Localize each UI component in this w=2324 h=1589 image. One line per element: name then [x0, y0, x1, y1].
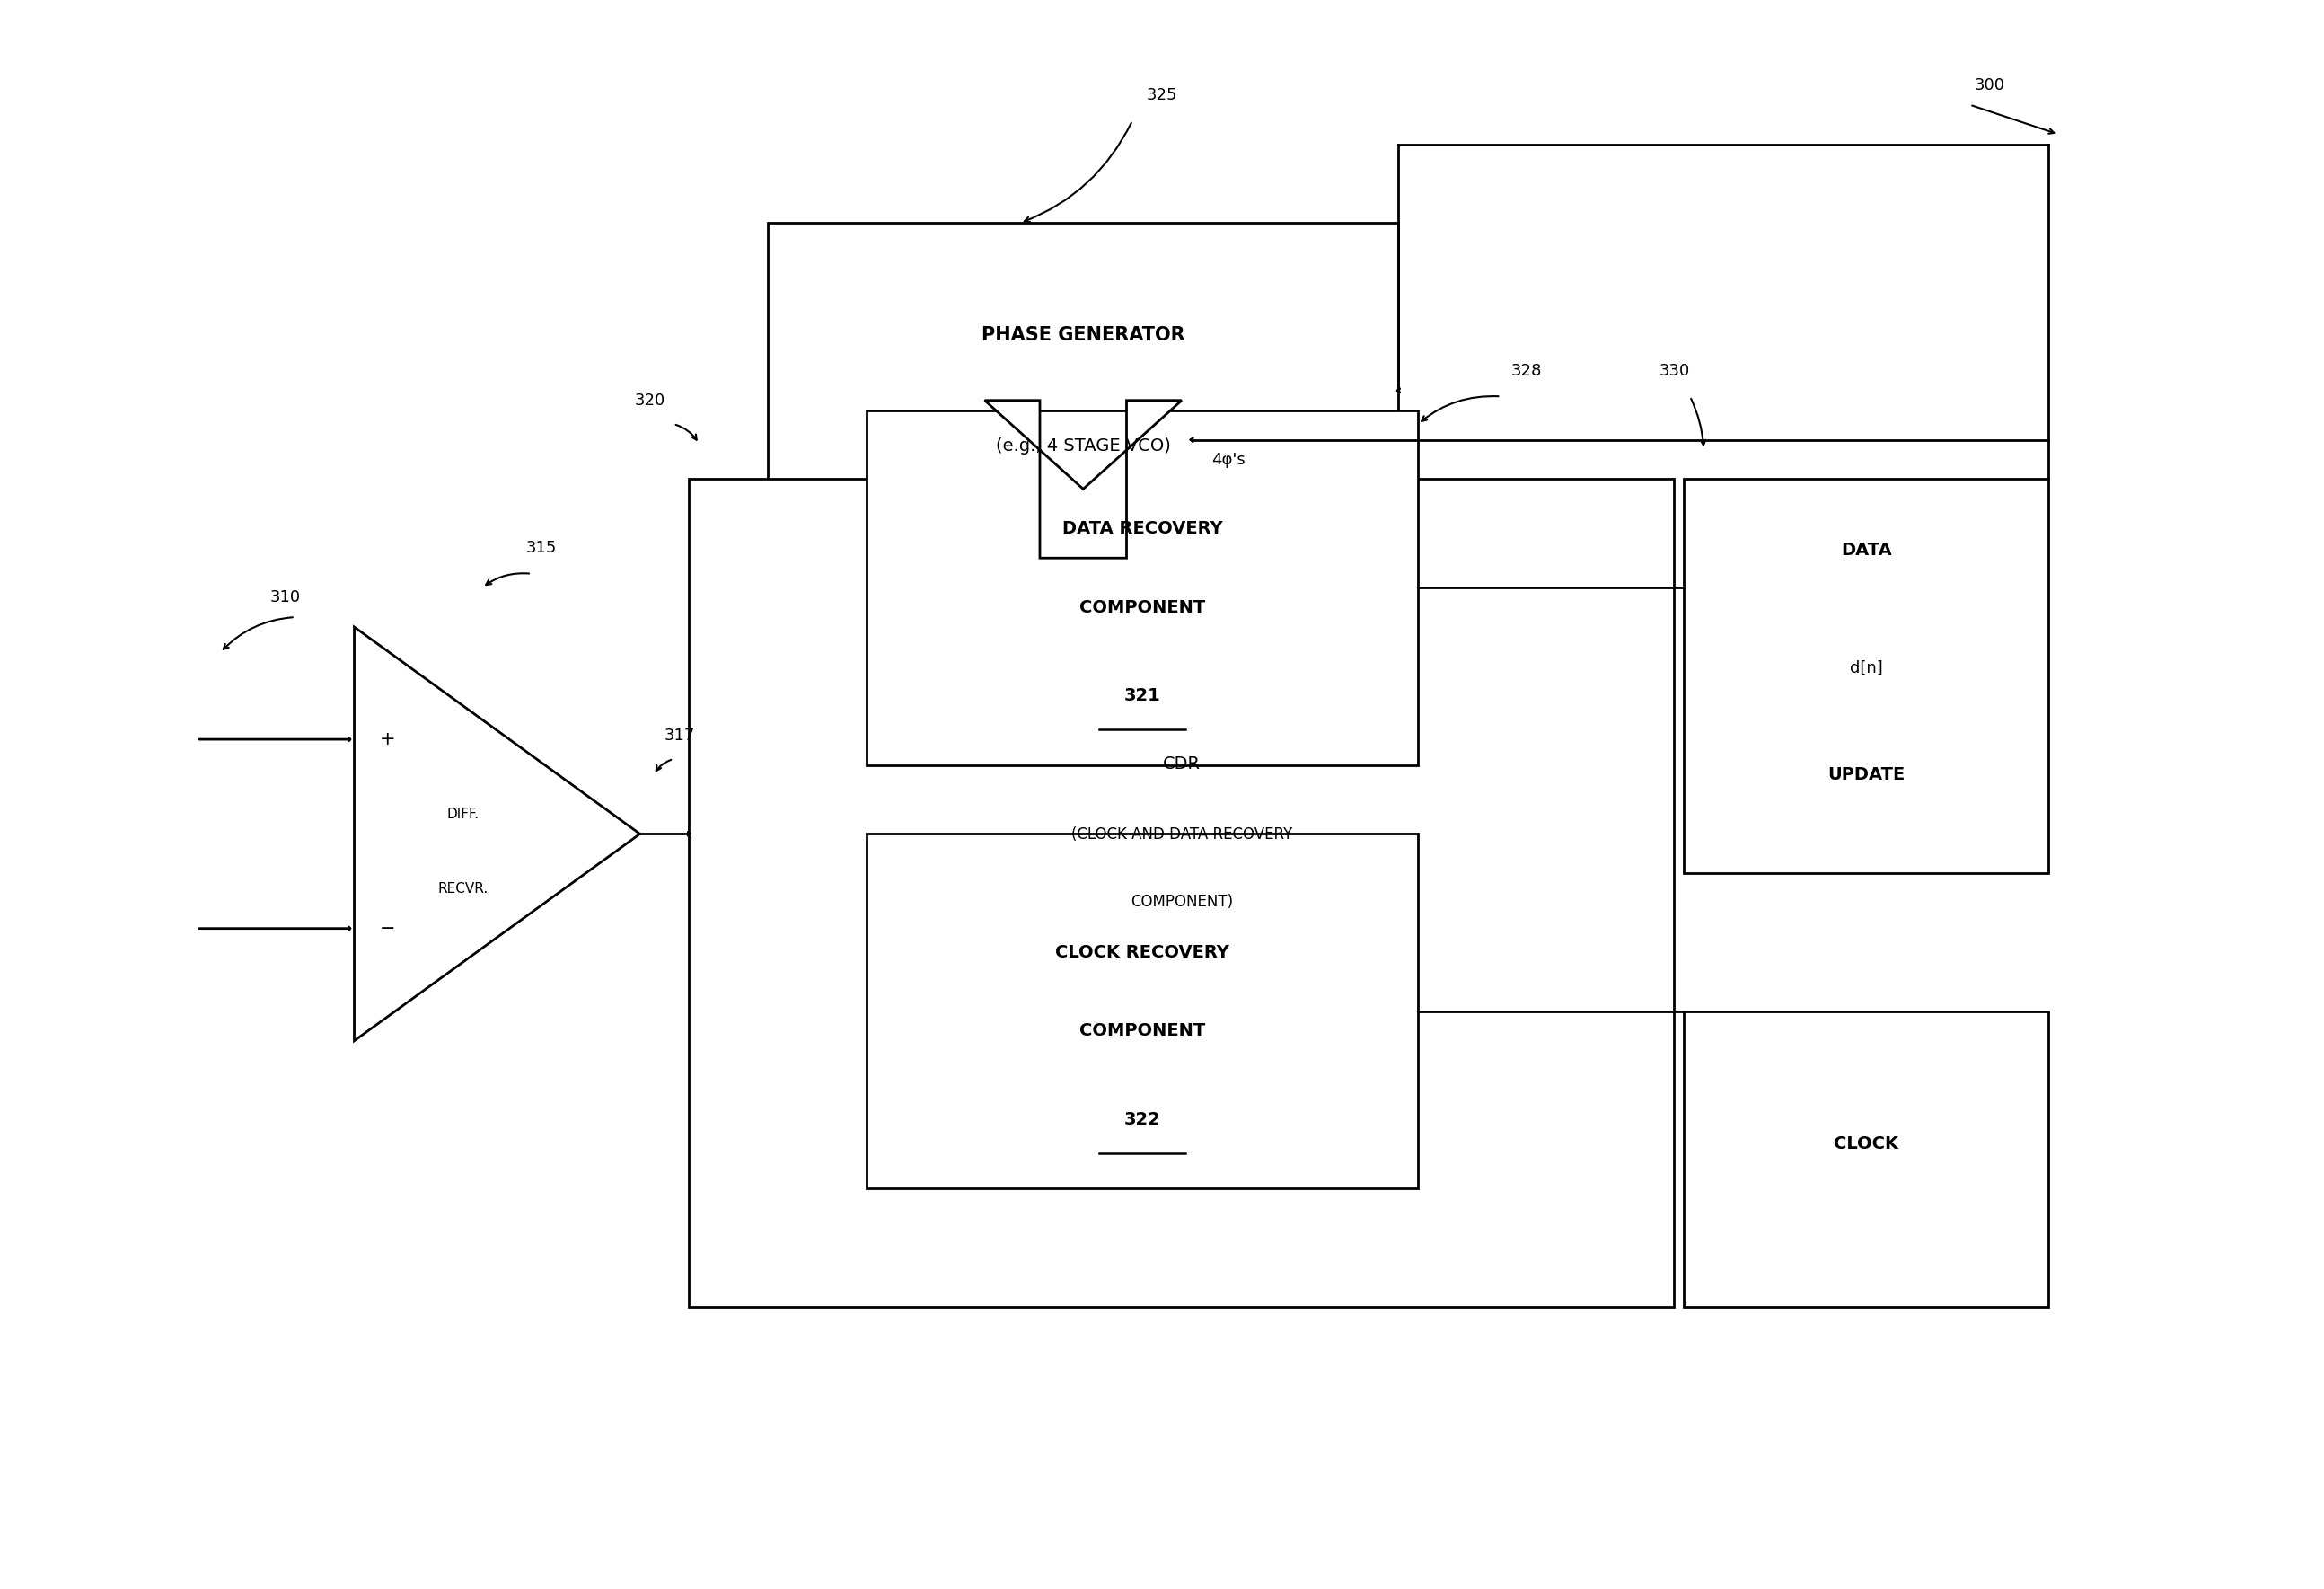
- Bar: [767, 222, 1399, 558]
- Text: 321: 321: [1125, 688, 1160, 704]
- Text: COMPONENT): COMPONENT): [1129, 895, 1234, 910]
- Text: RECVR.: RECVR.: [437, 882, 488, 896]
- Bar: [1685, 1011, 2047, 1306]
- Text: CLOCK: CLOCK: [1834, 1136, 1899, 1154]
- Text: 4φ's: 4φ's: [1211, 451, 1246, 467]
- Text: −: −: [379, 920, 395, 938]
- Text: COMPONENT: COMPONENT: [1078, 599, 1206, 617]
- Polygon shape: [985, 400, 1181, 558]
- Text: DATA: DATA: [1841, 542, 1892, 559]
- Text: PHASE GENERATOR: PHASE GENERATOR: [981, 326, 1185, 345]
- Text: COMPONENT: COMPONENT: [1078, 1022, 1206, 1039]
- Text: DATA RECOVERY: DATA RECOVERY: [1062, 520, 1222, 537]
- Text: (e.g., 4 STAGE VCO): (e.g., 4 STAGE VCO): [995, 437, 1171, 454]
- Text: 322: 322: [1125, 1111, 1160, 1128]
- Text: 330: 330: [1659, 362, 1690, 378]
- Text: 300: 300: [1973, 76, 2006, 94]
- Bar: [867, 834, 1418, 1189]
- Text: +: +: [379, 731, 395, 748]
- Text: 320: 320: [634, 392, 665, 408]
- Text: 317: 317: [665, 728, 695, 744]
- Text: 315: 315: [525, 540, 558, 556]
- Bar: [1685, 480, 2047, 874]
- Text: d[n]: d[n]: [1850, 661, 1882, 677]
- Text: CDR: CDR: [1162, 755, 1202, 772]
- Text: CLOCK RECOVERY: CLOCK RECOVERY: [1055, 944, 1229, 961]
- Text: 310: 310: [270, 590, 300, 605]
- Text: DIFF.: DIFF.: [446, 807, 479, 822]
- Bar: [867, 410, 1418, 764]
- Text: UPDATE: UPDATE: [1827, 766, 1906, 783]
- Bar: [690, 480, 1673, 1306]
- Text: (CLOCK AND DATA RECOVERY: (CLOCK AND DATA RECOVERY: [1071, 826, 1292, 844]
- Text: 328: 328: [1511, 362, 1541, 378]
- Text: 325: 325: [1146, 87, 1178, 103]
